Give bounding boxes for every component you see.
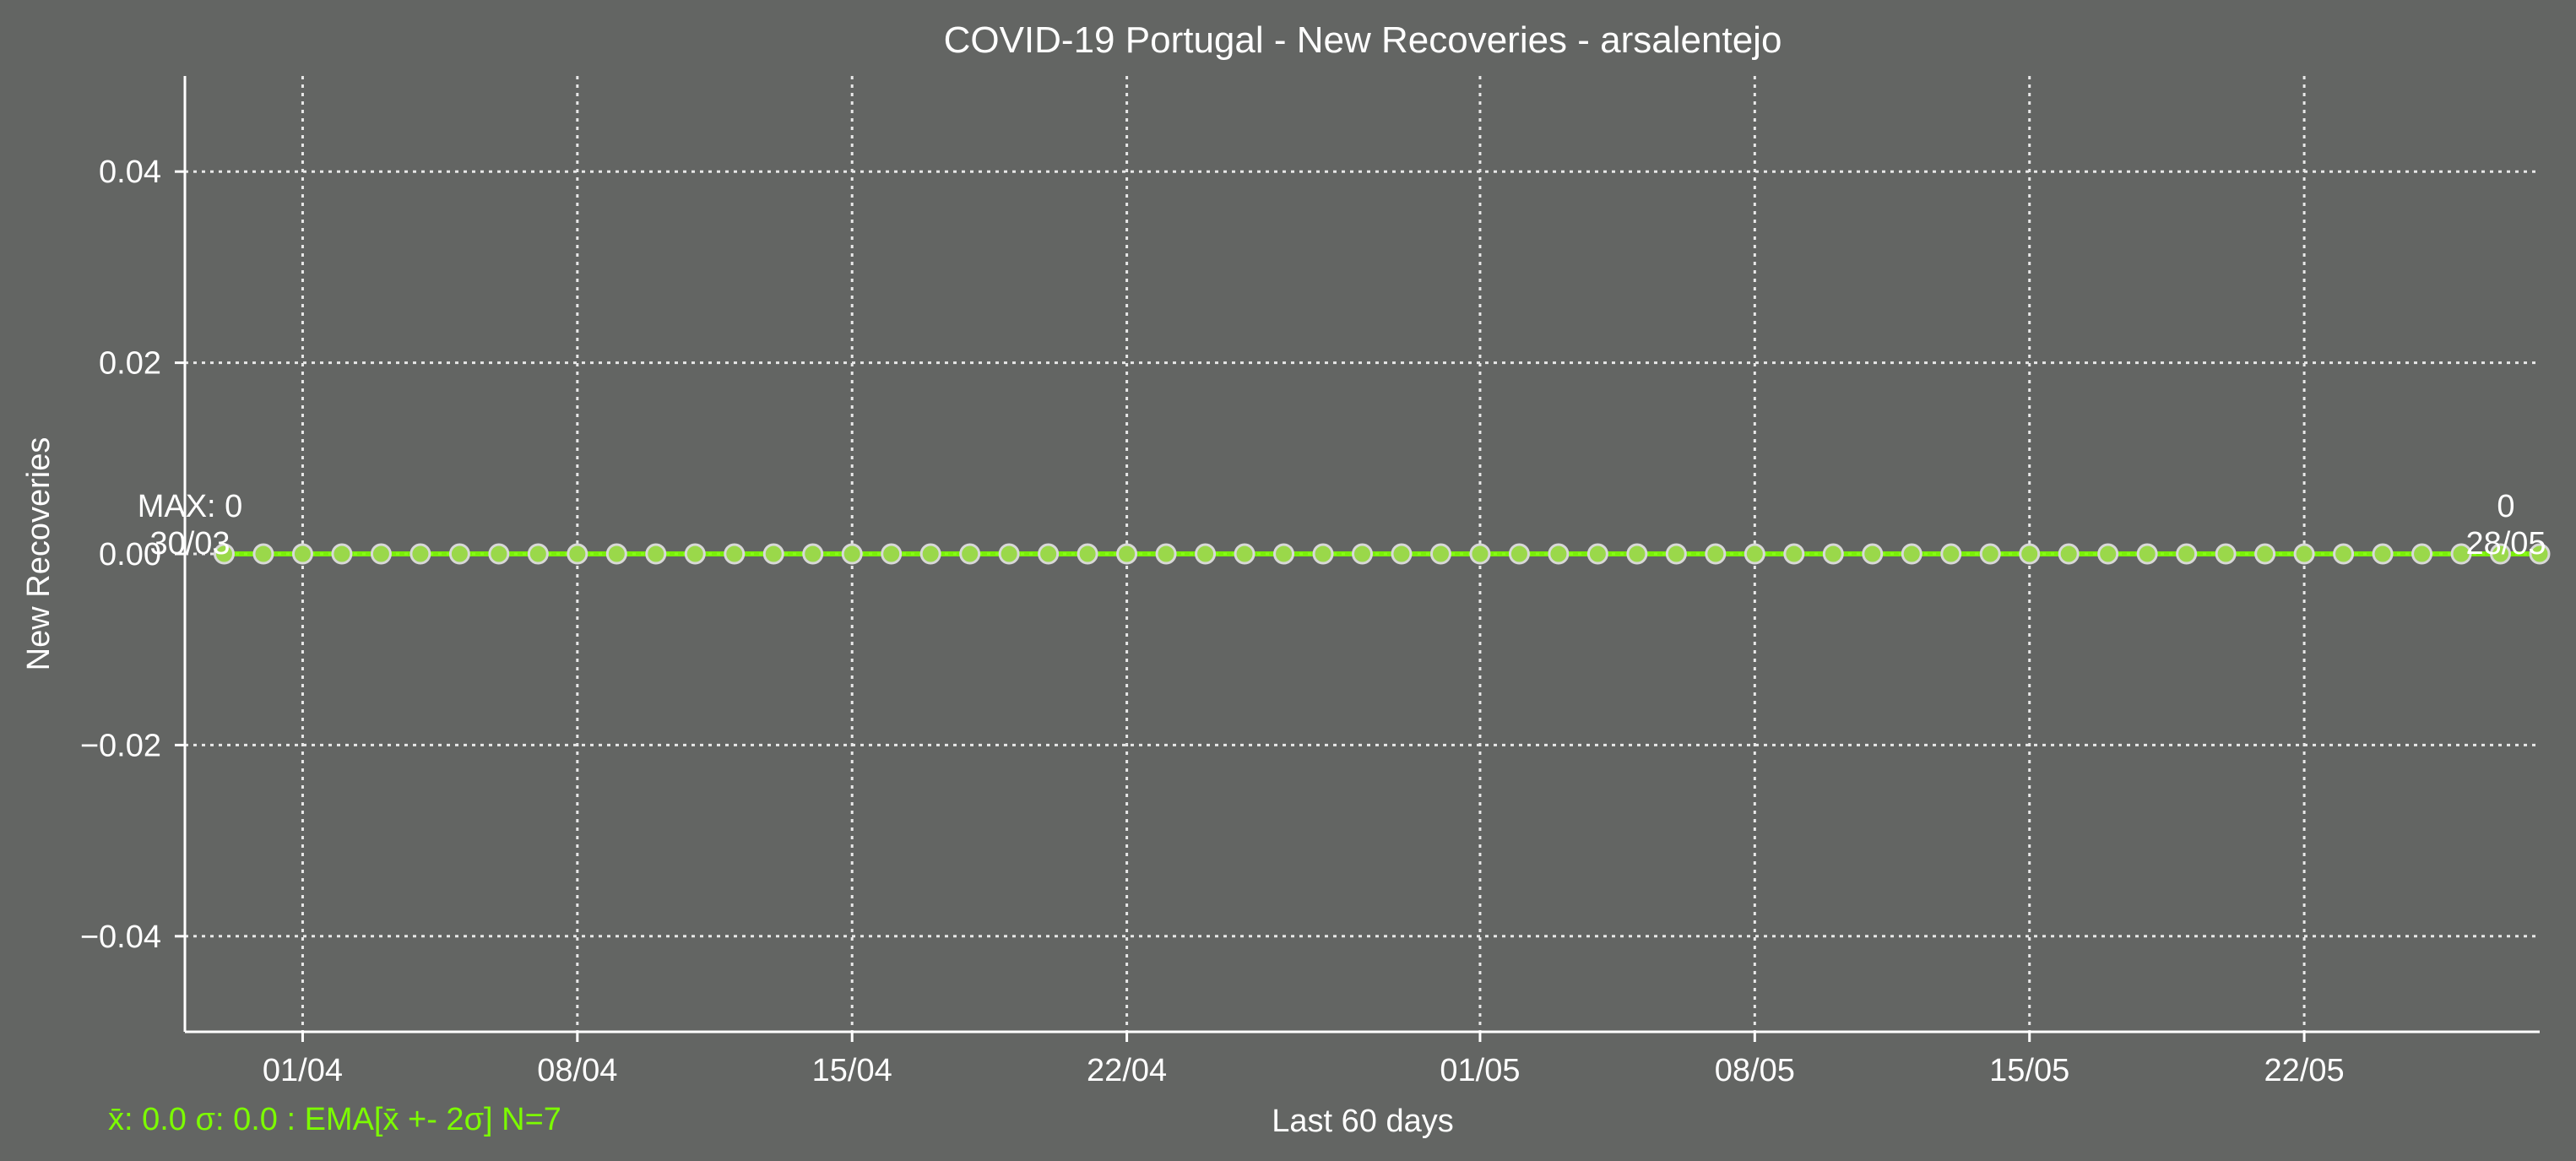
data-point bbox=[527, 543, 549, 565]
chart-title: COVID-19 Portugal - New Recoveries - ars… bbox=[944, 19, 1782, 61]
data-point bbox=[2176, 543, 2198, 565]
data-point bbox=[448, 543, 470, 565]
data-point bbox=[213, 543, 235, 565]
data-point bbox=[409, 543, 431, 565]
x-axis-label: Last 60 days bbox=[1272, 1104, 1453, 1139]
data-point bbox=[1744, 543, 1765, 565]
last-value-annotation: 0 bbox=[2497, 489, 2514, 524]
data-point bbox=[1783, 543, 1805, 565]
data-point bbox=[2058, 543, 2080, 565]
x-tick-label: 08/05 bbox=[1715, 1053, 1795, 1088]
data-point bbox=[1076, 543, 1098, 565]
data-point bbox=[1940, 543, 1962, 565]
data-point bbox=[1862, 543, 1884, 565]
data-point bbox=[2136, 543, 2158, 565]
data-point bbox=[1195, 543, 1217, 565]
data-point bbox=[1234, 543, 1255, 565]
x-tick-label: 15/05 bbox=[1989, 1053, 2069, 1088]
data-point bbox=[1901, 543, 1923, 565]
data-point bbox=[802, 543, 824, 565]
data-point bbox=[841, 543, 863, 565]
data-point bbox=[2490, 543, 2512, 565]
last-date-annotation: 28/05 bbox=[2465, 526, 2546, 562]
grid-layer bbox=[185, 76, 2540, 1032]
data-point bbox=[959, 543, 981, 565]
data-point bbox=[724, 543, 746, 565]
data-point bbox=[2333, 543, 2355, 565]
data-point bbox=[488, 543, 510, 565]
y-tick-label: 0.02 bbox=[99, 346, 161, 382]
data-point bbox=[762, 543, 784, 565]
stats-summary: x̄: 0.0 σ: 0.0 : EMA[x̄ +- 2σ] N=7 bbox=[108, 1102, 561, 1137]
data-point bbox=[684, 543, 706, 565]
data-point bbox=[1586, 543, 1608, 565]
data-point bbox=[2529, 543, 2551, 565]
data-point bbox=[2293, 543, 2315, 565]
data-point bbox=[2372, 543, 2394, 565]
data-point bbox=[605, 543, 627, 565]
y-tick-label: −0.02 bbox=[80, 728, 161, 763]
data-point bbox=[567, 543, 588, 565]
y-ticks: 0.04 0.02 0.00 −0.02 −0.04 bbox=[80, 155, 185, 955]
x-tick-label: 22/05 bbox=[2264, 1053, 2345, 1088]
data-point bbox=[1705, 543, 1727, 565]
x-ticks: 01/04 08/04 15/04 22/04 01/05 08/05 15/05 22/05 bbox=[263, 1032, 2345, 1088]
data-point bbox=[2254, 543, 2276, 565]
data-point bbox=[1469, 543, 1491, 565]
x-tick-label: 01/04 bbox=[263, 1053, 343, 1088]
data-point bbox=[1548, 543, 1570, 565]
data-point bbox=[1116, 543, 1138, 565]
data-point bbox=[1391, 543, 1413, 565]
y-tick-label: −0.04 bbox=[80, 920, 161, 955]
x-tick-label: 15/04 bbox=[812, 1053, 892, 1088]
data-point bbox=[2450, 543, 2472, 565]
data-point bbox=[1508, 543, 1530, 565]
data-point bbox=[291, 543, 313, 565]
data-point bbox=[1352, 543, 1373, 565]
marker-layer bbox=[213, 543, 2551, 565]
max-annotation-date: 30/03 bbox=[149, 526, 230, 562]
data-point bbox=[1155, 543, 1177, 565]
data-point bbox=[1038, 543, 1060, 565]
data-point bbox=[1626, 543, 1648, 565]
data-point bbox=[645, 543, 667, 565]
y-tick-label: 0.00 bbox=[99, 537, 161, 572]
data-point bbox=[1979, 543, 2001, 565]
data-point bbox=[1429, 543, 1451, 565]
data-point bbox=[370, 543, 392, 565]
data-point bbox=[331, 543, 353, 565]
data-point bbox=[2097, 543, 2119, 565]
data-point bbox=[2411, 543, 2433, 565]
data-point bbox=[881, 543, 903, 565]
data-point bbox=[1312, 543, 1334, 565]
y-axis-label: New Recoveries bbox=[21, 437, 57, 671]
max-annotation-label: MAX: 0 bbox=[138, 489, 243, 524]
data-point bbox=[998, 543, 1020, 565]
data-point bbox=[919, 543, 941, 565]
y-tick-label: 0.04 bbox=[99, 155, 161, 190]
data-point bbox=[252, 543, 274, 565]
data-point bbox=[1822, 543, 1844, 565]
x-tick-label: 08/04 bbox=[537, 1053, 617, 1088]
x-tick-label: 01/05 bbox=[1440, 1053, 1520, 1088]
data-point bbox=[2215, 543, 2237, 565]
x-tick-label: 22/04 bbox=[1087, 1053, 1167, 1088]
data-point bbox=[1273, 543, 1295, 565]
data-point bbox=[1665, 543, 1687, 565]
data-point bbox=[2019, 543, 2041, 565]
